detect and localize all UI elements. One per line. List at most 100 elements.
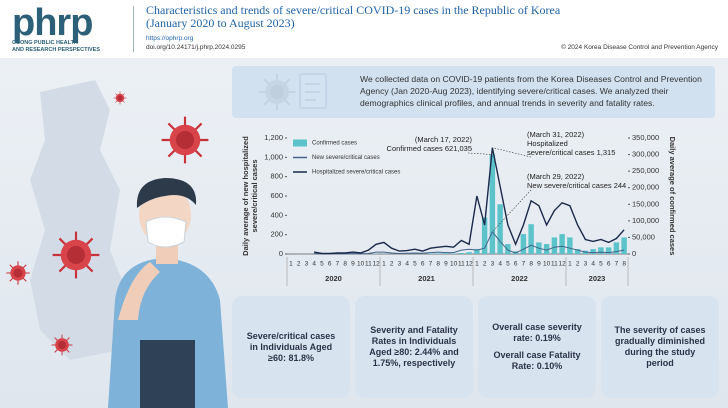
x-tick-label: 2 bbox=[390, 261, 394, 268]
person bbox=[108, 178, 228, 408]
year-label: 2020 bbox=[325, 274, 342, 283]
bar bbox=[458, 253, 465, 254]
bar bbox=[450, 253, 457, 254]
x-tick-label: 7 bbox=[615, 261, 619, 268]
x-tick-label: 7 bbox=[336, 261, 340, 268]
journal-line: AND RESEARCH PERSPECTIVES bbox=[12, 46, 101, 53]
map bbox=[30, 80, 130, 360]
virus bbox=[6, 261, 29, 284]
copyright: © 2024 Korea Disease Control and Prevent… bbox=[561, 44, 718, 51]
url: https://ophrp.org bbox=[146, 35, 194, 42]
bar bbox=[489, 154, 496, 254]
legend-label: New severe/critical cases bbox=[312, 155, 380, 161]
annotation: Hospitalized bbox=[527, 139, 568, 148]
summary-box: We collected data on COVID-19 patients f… bbox=[232, 66, 715, 118]
y2-tick-label: 50,000 bbox=[632, 232, 655, 241]
bar bbox=[559, 234, 565, 254]
y-tick-label: 800 bbox=[270, 172, 283, 181]
x-tick-label: 3 bbox=[491, 261, 495, 268]
x-tick-label: 8 bbox=[436, 261, 440, 268]
x-tick-label: 3 bbox=[305, 261, 309, 268]
x-tick-label: 11 bbox=[551, 261, 558, 268]
bar bbox=[520, 234, 527, 254]
x-tick-label: 12 bbox=[373, 261, 381, 268]
annotation: (March 17, 2022) bbox=[415, 135, 473, 144]
x-tick-label: 9 bbox=[351, 261, 355, 268]
annotation-leader bbox=[467, 152, 493, 155]
bar bbox=[613, 242, 620, 254]
y2-tick-label: 150,000 bbox=[632, 199, 659, 208]
annotation: Confirmed cases 621,035 bbox=[387, 144, 472, 153]
x-tick-label: 1 bbox=[475, 261, 479, 268]
x-tick-label: 8 bbox=[529, 261, 533, 268]
bar bbox=[543, 244, 550, 254]
x-tick-label: 8 bbox=[343, 261, 347, 268]
x-tick-label: 10 bbox=[357, 261, 365, 268]
x-tick-label: 6 bbox=[607, 261, 611, 268]
virus bbox=[53, 232, 100, 279]
x-tick-label: 5 bbox=[320, 261, 324, 268]
x-tick-label: 8 bbox=[622, 261, 626, 268]
annotation-leader bbox=[492, 147, 532, 158]
bar bbox=[567, 237, 573, 254]
x-tick-label: 6 bbox=[421, 261, 425, 268]
y2-tick-label: 200,000 bbox=[632, 183, 659, 192]
stat-card: Overall case severity rate: 0.19% Overall… bbox=[478, 296, 596, 398]
year-label: 2021 bbox=[418, 274, 435, 283]
stat-card: Severe/critical cases in Individuals Age… bbox=[232, 296, 350, 398]
chart: 0 200 400 600 800 1,000 1,200 0 50,000 100,000 150… bbox=[241, 130, 677, 286]
doi: doi.org/10.24171/j.phrp.2024.0295 bbox=[146, 44, 246, 51]
x-tick-label: 12 bbox=[559, 261, 567, 268]
y2-axis-title: Daily average of confirmed cases bbox=[668, 137, 677, 256]
legend-label: Confirmed cases bbox=[312, 141, 357, 147]
y-tick-label: 0 bbox=[279, 249, 283, 258]
annotation: New severe/critical cases 244 bbox=[527, 181, 626, 190]
y-axis-title: severe/critical cases bbox=[250, 160, 259, 233]
header: phrp OSONG PUBLIC HEALTH AND RESEARCH PER… bbox=[0, 0, 728, 58]
y2-tick-label: 0 bbox=[632, 249, 636, 258]
x-tick-label: 10 bbox=[543, 261, 551, 268]
y2-tick-label: 300,000 bbox=[632, 150, 659, 159]
virus bbox=[52, 335, 73, 356]
y-tick-label: 1,200 bbox=[264, 133, 283, 142]
x-tick-label: 5 bbox=[506, 261, 510, 268]
x-tick-label: 3 bbox=[398, 261, 402, 268]
stat-text: Overall case severity rate: 0.19% bbox=[492, 322, 582, 343]
bar bbox=[474, 249, 480, 254]
bar bbox=[621, 237, 627, 254]
stat-text: Severe/critical cases in Individuals Age… bbox=[246, 330, 336, 363]
bar bbox=[435, 253, 441, 254]
x-tick-label: 1 bbox=[568, 261, 572, 268]
x-tick-label: 7 bbox=[522, 261, 526, 268]
bar bbox=[443, 253, 449, 254]
x-tick-label: 11 bbox=[365, 261, 372, 268]
y-tick-label: 200 bbox=[270, 230, 283, 239]
y2-tick-label: 350,000 bbox=[632, 133, 659, 142]
bar bbox=[466, 252, 472, 254]
legend-swatch bbox=[293, 139, 307, 147]
bar bbox=[497, 204, 503, 254]
y2-tick-label: 100,000 bbox=[632, 216, 659, 225]
x-tick-label: 2 bbox=[483, 261, 487, 268]
stat-card: The severity of cases gradually diminish… bbox=[601, 296, 719, 398]
y-axis-title: Daily average of new hospitalized bbox=[241, 136, 250, 256]
line bbox=[313, 147, 625, 255]
x-tick-label: 5 bbox=[413, 261, 417, 268]
legend-label: Hospitalized severe/critical cases bbox=[312, 170, 400, 176]
x-tick-label: 10 bbox=[450, 261, 458, 268]
x-tick-label: 2 bbox=[576, 261, 580, 268]
bar bbox=[598, 247, 604, 254]
summary-text: We collected data on COVID-19 patients f… bbox=[360, 74, 702, 108]
x-tick-label: 5 bbox=[599, 261, 603, 268]
x-tick-label: 11 bbox=[458, 261, 465, 268]
y-tick-label: 400 bbox=[270, 210, 283, 219]
title-line: Characteristics and trends of severe/cri… bbox=[146, 3, 561, 17]
stat-card: Severity and Fatality Rates in Individua… bbox=[355, 296, 473, 398]
annotation-leader bbox=[492, 189, 532, 232]
x-tick-label: 6 bbox=[328, 261, 332, 268]
bar bbox=[574, 249, 581, 254]
x-tick-label: 2 bbox=[297, 261, 301, 268]
x-tick-label: 1 bbox=[289, 261, 293, 268]
bar bbox=[590, 249, 596, 254]
